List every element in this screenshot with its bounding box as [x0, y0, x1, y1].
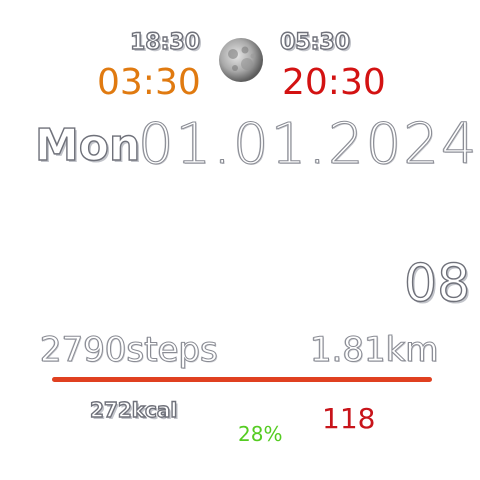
date-label: 01.01.2024 — [138, 112, 479, 178]
full-moon-icon — [219, 38, 263, 82]
sunrise-time-small: 05:30 — [279, 29, 351, 55]
sunset-time-small: 18:30 — [129, 29, 201, 55]
step-count: 2790steps — [40, 330, 219, 371]
battery-percent: 28% — [238, 422, 283, 446]
sunset-time-big: 03:30 — [97, 62, 201, 103]
weekday-label: Mon — [34, 119, 141, 171]
step-progress-bar — [52, 377, 432, 382]
sunrise-time-big: 20:30 — [282, 62, 386, 103]
step-progress-fill — [52, 377, 432, 382]
calories-label: 272kcal — [89, 397, 178, 422]
seconds-display: 08 — [403, 253, 471, 314]
distance-label: 1.81km — [310, 330, 440, 371]
heart-rate-value: 118 — [322, 402, 376, 435]
